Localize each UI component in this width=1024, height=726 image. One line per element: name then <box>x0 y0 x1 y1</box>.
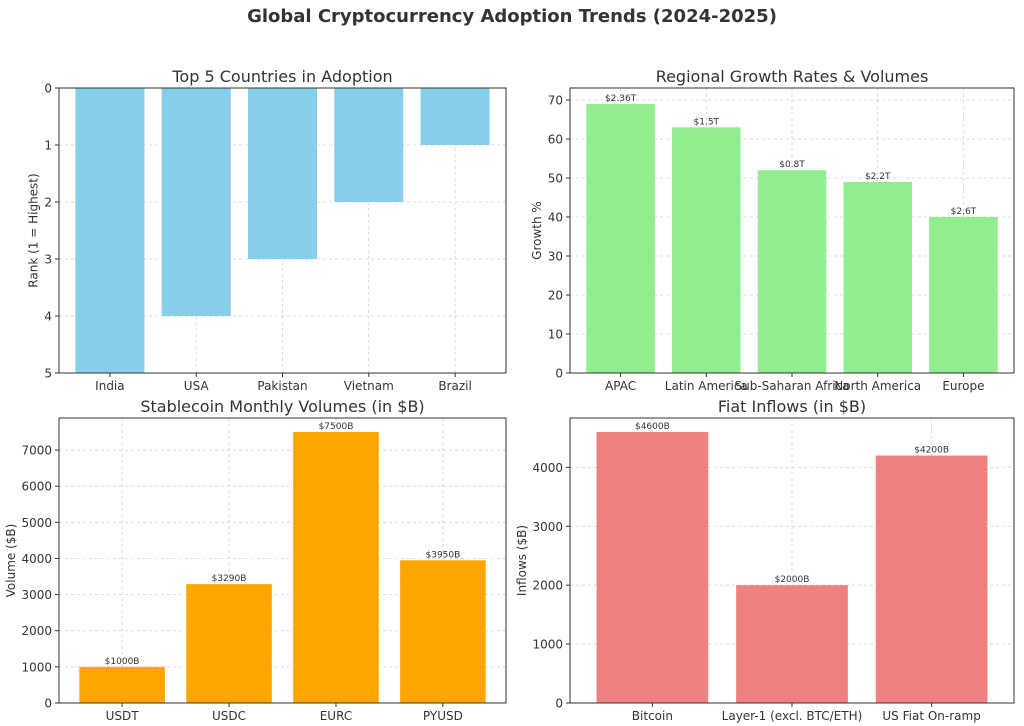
bar-pakistan <box>247 88 318 259</box>
x-tick-label: EURC <box>320 709 352 723</box>
bar-latin-america <box>672 127 741 373</box>
y-tick-label: 50 <box>548 172 563 186</box>
subplot-title: Stablecoin Monthly Volumes (in $B) <box>140 397 424 416</box>
bar-north-america <box>843 181 912 373</box>
bar-us-fiat-on-ramp <box>875 455 988 703</box>
y-tick-label: 7000 <box>21 444 52 458</box>
data-label: $2.6T <box>951 207 977 217</box>
x-tick-label: North America <box>834 379 921 393</box>
figure-title: Global Cryptocurrency Adoption Trends (2… <box>247 6 777 27</box>
y-axis-label: Inflows ($B) <box>515 525 529 596</box>
data-label: $2000B <box>775 575 810 585</box>
y-tick-label: 30 <box>548 250 563 264</box>
y-tick-label: 70 <box>548 94 563 108</box>
subplot-title: Top 5 Countries in Adoption <box>171 67 392 86</box>
x-tick-label: Bitcoin <box>632 709 673 723</box>
subplot-title: Fiat Inflows (in $B) <box>718 397 866 416</box>
y-tick-label: 4 <box>44 310 52 324</box>
x-tick-label: Vietnam <box>344 379 394 393</box>
x-tick-label: Brazil <box>438 379 472 393</box>
bar-brazil <box>420 88 490 145</box>
y-tick-label: 10 <box>548 328 563 342</box>
y-tick-label: 0 <box>44 697 52 711</box>
y-tick-label: 1000 <box>532 638 563 652</box>
y-tick-label: 3000 <box>532 520 563 534</box>
data-label: $1.5T <box>694 117 720 127</box>
y-tick-label: 4000 <box>532 461 563 475</box>
y-tick-label: 2000 <box>21 624 52 638</box>
data-label: $4600B <box>635 422 670 432</box>
y-tick-label: 1 <box>44 139 52 153</box>
data-label: $3950B <box>426 550 461 560</box>
subplot-2: Regional Growth Rates & Volumes $2.36T $1.… <box>530 67 1015 393</box>
y-axis-label: Rank (1 = Highest) <box>27 173 41 287</box>
x-tick-label: USDC <box>212 709 246 723</box>
data-label: $7500B <box>319 422 354 432</box>
subplot-title: Regional Growth Rates & Volumes <box>656 67 929 86</box>
data-label: $2.2T <box>865 172 891 182</box>
x-tick-label: US Fiat On-ramp <box>882 709 980 723</box>
bar-usdt <box>79 666 165 703</box>
y-tick-label: 3000 <box>21 588 52 602</box>
y-tick-label: 3 <box>44 253 52 267</box>
x-tick-label: Sub-Saharan Africa <box>734 379 849 393</box>
subplot-1: Top 5 Countries in Adoption 0 1 2 3 4 5 India US… <box>27 67 507 393</box>
data-label: $1000B <box>105 657 140 667</box>
bar-india <box>75 88 145 373</box>
y-tick-label: 0 <box>555 697 563 711</box>
data-label: $3290B <box>212 574 247 584</box>
subplot-grid: Top 5 Countries in Adoption 0 1 2 3 4 5 India US… <box>4 67 1015 723</box>
y-tick-label: 1000 <box>21 660 52 674</box>
bar-eurc <box>293 432 379 703</box>
x-tick-label: India <box>95 379 124 393</box>
subplot-4: Fiat Inflows (in $B) $4600B $2000B $4200B 0 1… <box>515 397 1015 723</box>
axes-frame <box>58 417 507 704</box>
x-tick-label: PYUSD <box>423 709 463 723</box>
data-label: $0.8T <box>779 160 805 170</box>
y-tick-label: 5000 <box>21 516 52 530</box>
bar-usdc <box>186 584 272 703</box>
y-tick-label: 0 <box>555 367 563 381</box>
bar-bitcoin <box>596 432 709 703</box>
x-tick-label: USDT <box>106 709 140 723</box>
y-axis-label: Volume ($B) <box>4 524 18 598</box>
y-tick-label: 40 <box>548 211 563 225</box>
bar-usa <box>161 88 231 316</box>
y-tick-label: 4000 <box>21 552 52 566</box>
bar-europe <box>929 217 998 373</box>
y-tick-label: 60 <box>548 133 563 147</box>
y-tick-label: 2 <box>44 196 52 210</box>
x-tick-label: Pakistan <box>257 379 307 393</box>
y-tick-label: 2000 <box>532 579 563 593</box>
y-tick-label: 0 <box>44 82 52 96</box>
y-tick-label: 20 <box>548 289 563 303</box>
subplot-3: Stablecoin Monthly Volumes (in $B) $1000B… <box>4 397 507 723</box>
data-label: $4200B <box>914 446 949 456</box>
data-label: $2.36T <box>605 94 637 104</box>
x-tick-label: Europe <box>942 379 984 393</box>
bar-sub-saharan-africa <box>757 170 827 373</box>
bar-pyusd <box>400 560 486 703</box>
x-tick-label: APAC <box>605 379 636 393</box>
y-axis-label: Growth % <box>530 201 544 260</box>
bar-vietnam <box>334 88 404 202</box>
x-tick-label: Latin America <box>665 379 748 393</box>
bar-apac <box>586 103 655 374</box>
x-tick-label: USA <box>184 379 210 393</box>
y-tick-label: 5 <box>44 367 52 381</box>
y-tick-label: 6000 <box>21 480 52 494</box>
bar-layer-1-excl-btc-eth- <box>736 585 848 703</box>
x-tick-label: Layer-1 (excl. BTC/ETH) <box>722 709 863 723</box>
